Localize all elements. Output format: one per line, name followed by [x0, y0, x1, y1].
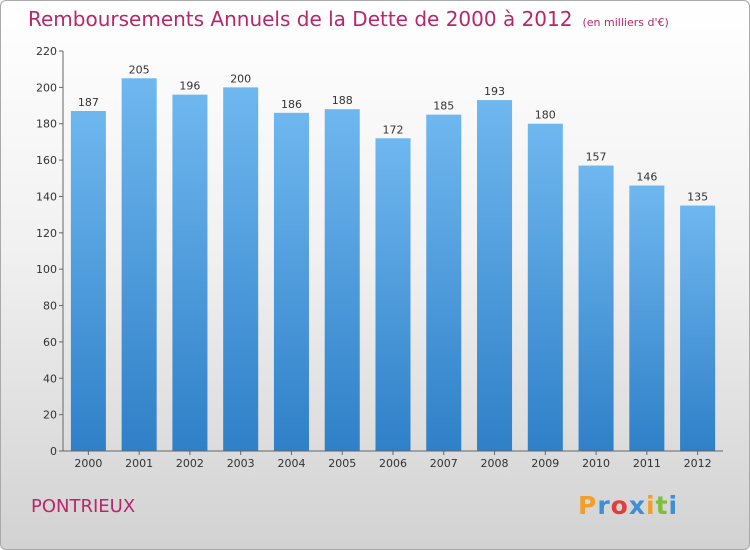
x-tick-label: 2008	[481, 457, 509, 470]
x-tick-label: 2004	[277, 457, 305, 470]
y-tick-label: 20	[43, 409, 57, 422]
y-tick-label: 120	[36, 227, 57, 240]
bar-value-label: 186	[281, 98, 302, 111]
y-tick-label: 0	[50, 445, 57, 458]
bar	[477, 100, 513, 451]
bar-value-label: 187	[78, 96, 99, 109]
bar	[70, 111, 106, 451]
logo-letter: i	[668, 491, 679, 520]
bar-value-label: 146	[636, 171, 657, 184]
y-tick-label: 140	[36, 190, 57, 203]
x-axis: 2000 2001 2002 2003 2004 2005 2006 2007 2008 2009…	[63, 450, 723, 470]
unit-note: (en milliers d'€)	[582, 16, 669, 29]
bar	[629, 185, 665, 451]
logo-letter: x	[628, 491, 646, 520]
bar	[324, 109, 360, 451]
y-tick-label: 80	[43, 300, 57, 313]
x-tick-label: 2005	[328, 457, 356, 470]
x-tick-label: 2009	[531, 457, 559, 470]
x-tick-label: 2003	[227, 457, 255, 470]
bar	[578, 165, 614, 451]
x-tick-label: 2006	[379, 457, 407, 470]
bar	[426, 114, 462, 452]
bars: 187 205 196 200 186 188 172 185 193 180 157 146 135	[70, 63, 716, 452]
y-tick-label: 180	[36, 118, 57, 131]
x-tick-label: 2002	[176, 457, 204, 470]
y-tick-label: 160	[36, 154, 57, 167]
bar-value-label: 172	[383, 123, 404, 136]
commune-name: PONTRIEUX	[31, 496, 136, 517]
y-tick-label: 200	[36, 81, 57, 94]
y-tick-label: 220	[36, 45, 57, 58]
x-tick-label: 2007	[430, 457, 458, 470]
bar-value-label: 200	[230, 72, 251, 85]
bar	[223, 87, 259, 451]
logo-letter: P	[578, 491, 598, 520]
x-tick-label: 2012	[684, 457, 712, 470]
y-axis: 0 20 40 60 80 100 120 140 160 180 200 220	[36, 45, 64, 458]
bar-value-label: 193	[484, 85, 505, 98]
x-tick-label: 2000	[74, 457, 102, 470]
bar-value-label: 188	[332, 94, 353, 107]
bar	[121, 78, 157, 451]
logo-letter: o	[610, 491, 629, 520]
y-tick-label: 100	[36, 263, 57, 276]
y-tick-label: 40	[43, 372, 57, 385]
bar-value-label: 157	[586, 151, 607, 164]
bar	[527, 123, 563, 452]
bar	[273, 112, 309, 452]
chart-title-block: Remboursements Annuels de la Dette de 20…	[28, 7, 669, 31]
bar-value-label: 180	[535, 109, 556, 122]
bar	[680, 205, 716, 451]
logo-letter: i	[646, 491, 656, 520]
logo-letter: r	[597, 491, 611, 520]
proxiti-logo: Proxiti	[578, 491, 678, 520]
logo-letter: t	[655, 491, 669, 520]
y-tick-label: 60	[43, 336, 57, 349]
bar-value-label: 135	[687, 191, 708, 204]
bar-value-label: 205	[129, 63, 150, 76]
bar-value-label: 196	[179, 80, 200, 93]
x-tick-label: 2010	[582, 457, 610, 470]
bar	[375, 138, 411, 452]
x-tick-label: 2001	[125, 457, 153, 470]
chart-title: Remboursements Annuels de la Dette de 20…	[28, 7, 573, 31]
bar	[172, 94, 208, 452]
x-tick-label: 2011	[633, 457, 661, 470]
bar-value-label: 185	[433, 100, 454, 113]
